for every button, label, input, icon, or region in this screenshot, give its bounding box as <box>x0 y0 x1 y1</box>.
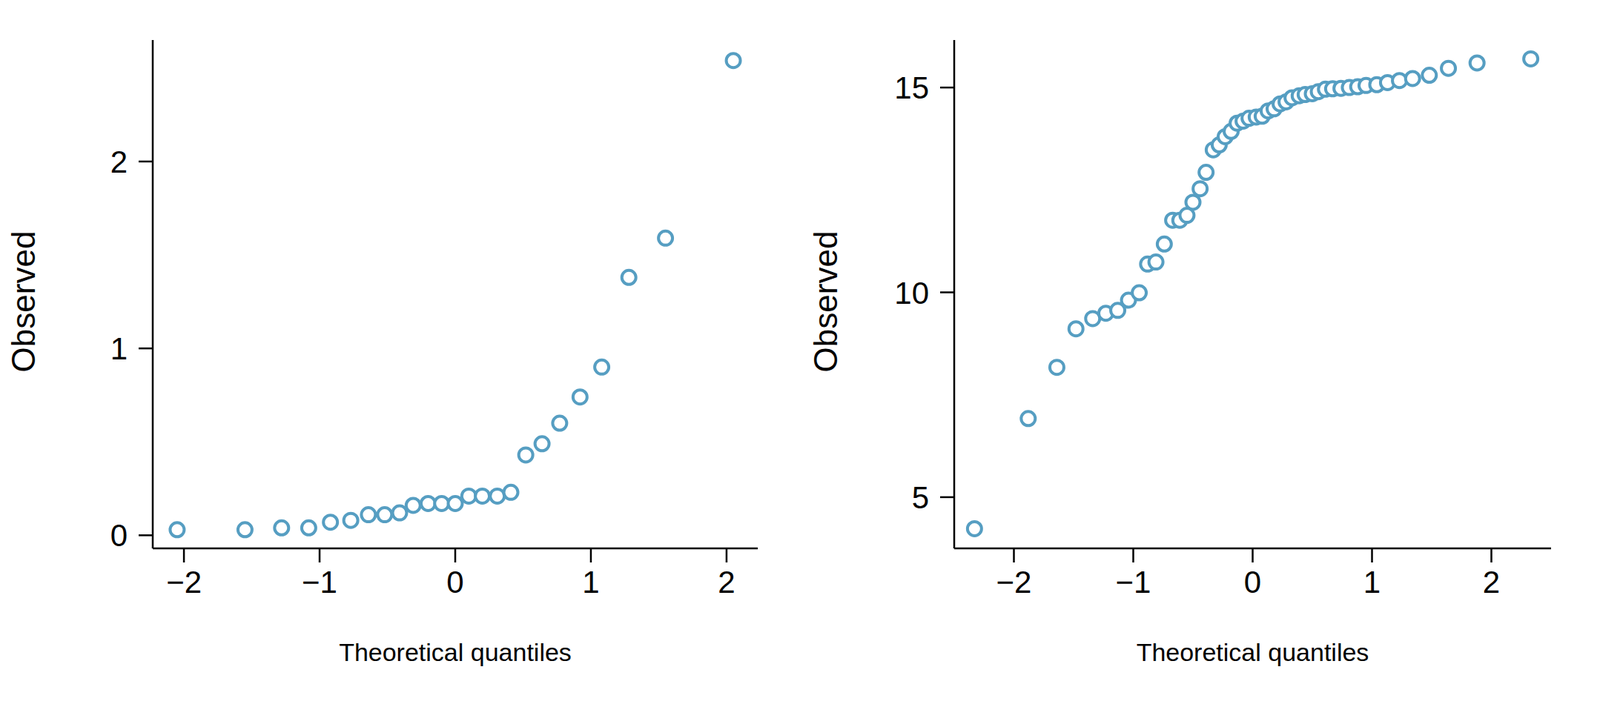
point <box>622 270 637 285</box>
x-tick <box>590 548 593 563</box>
y-tick-label: 2 <box>110 144 128 180</box>
point <box>361 507 376 522</box>
y-tick-label: 15 <box>894 70 930 106</box>
point <box>1186 194 1201 210</box>
point <box>1157 237 1172 252</box>
point <box>1069 321 1084 336</box>
point <box>237 522 253 537</box>
x-tick-label: −1 <box>301 564 338 600</box>
y-tick-label: 5 <box>911 480 930 516</box>
points <box>967 51 1538 537</box>
y-tick <box>138 347 153 350</box>
panel: −2 −1 0 1 2 0 1 2 Theoretical quantiles Observed <box>5 40 758 667</box>
y-tick-label: 0 <box>110 518 128 554</box>
x-tick <box>454 548 457 563</box>
x-tick <box>725 548 729 563</box>
y-axis-title: Observed <box>5 231 42 373</box>
point <box>274 521 289 536</box>
point <box>434 496 449 511</box>
point <box>1049 360 1064 375</box>
point <box>169 522 184 537</box>
point <box>967 521 982 537</box>
point <box>1441 61 1456 76</box>
point <box>504 485 519 500</box>
x-tick <box>318 548 322 563</box>
point <box>1132 286 1147 301</box>
x-tick <box>1012 548 1016 563</box>
point <box>392 506 407 521</box>
point <box>552 416 567 431</box>
point <box>490 489 505 504</box>
y-tick <box>940 291 955 294</box>
points <box>169 53 740 537</box>
panel: −2 −1 0 1 2 5 10 15 Theoretical quantiles Observe… <box>807 40 1552 667</box>
x-tick-label: −2 <box>996 564 1033 600</box>
y-tick <box>940 496 955 499</box>
point <box>658 231 673 246</box>
x-tick-label: 0 <box>446 564 464 600</box>
point <box>323 515 338 530</box>
y-tick-label: 10 <box>894 275 930 311</box>
point <box>344 513 359 528</box>
x-tick-label: −1 <box>1115 564 1152 600</box>
point <box>518 447 534 462</box>
point <box>1470 55 1485 70</box>
y-tick <box>940 86 955 89</box>
x-tick <box>1370 548 1374 563</box>
point <box>461 489 476 504</box>
x-tick-label: −2 <box>166 564 202 600</box>
x-tick <box>1490 548 1493 563</box>
x-tick-label: 2 <box>717 564 735 600</box>
x-axis-title: Theoretical quantiles <box>338 638 572 667</box>
point <box>1149 255 1164 270</box>
x-tick <box>1251 548 1254 563</box>
y-axis-title: Observed <box>807 231 844 373</box>
point <box>448 496 463 511</box>
point <box>1020 411 1036 426</box>
x-tick-label: 2 <box>1482 564 1500 600</box>
point <box>1198 165 1213 180</box>
point <box>1422 68 1437 83</box>
point <box>475 489 490 504</box>
point <box>726 53 741 68</box>
y-axis-line <box>151 40 155 549</box>
y-tick <box>138 160 153 164</box>
x-axis-title: Theoretical quantiles <box>1136 638 1370 667</box>
point <box>573 389 588 405</box>
x-tick <box>1132 548 1135 563</box>
point <box>377 507 392 522</box>
point <box>1192 181 1208 196</box>
point <box>406 498 421 513</box>
y-tick <box>138 534 153 537</box>
point <box>421 496 436 511</box>
x-tick <box>183 548 186 563</box>
x-tick-label: 1 <box>1363 564 1381 600</box>
point <box>594 360 609 375</box>
y-axis-line <box>953 40 956 549</box>
point <box>301 521 316 536</box>
y-tick-label: 1 <box>110 331 128 367</box>
point <box>1405 71 1420 86</box>
x-tick-label: 1 <box>582 564 600 600</box>
point <box>1523 51 1538 66</box>
x-tick-label: 0 <box>1244 564 1262 600</box>
figure: −2−1012012Theoretical quantilesObserved−… <box>0 0 1600 704</box>
point <box>535 436 550 451</box>
